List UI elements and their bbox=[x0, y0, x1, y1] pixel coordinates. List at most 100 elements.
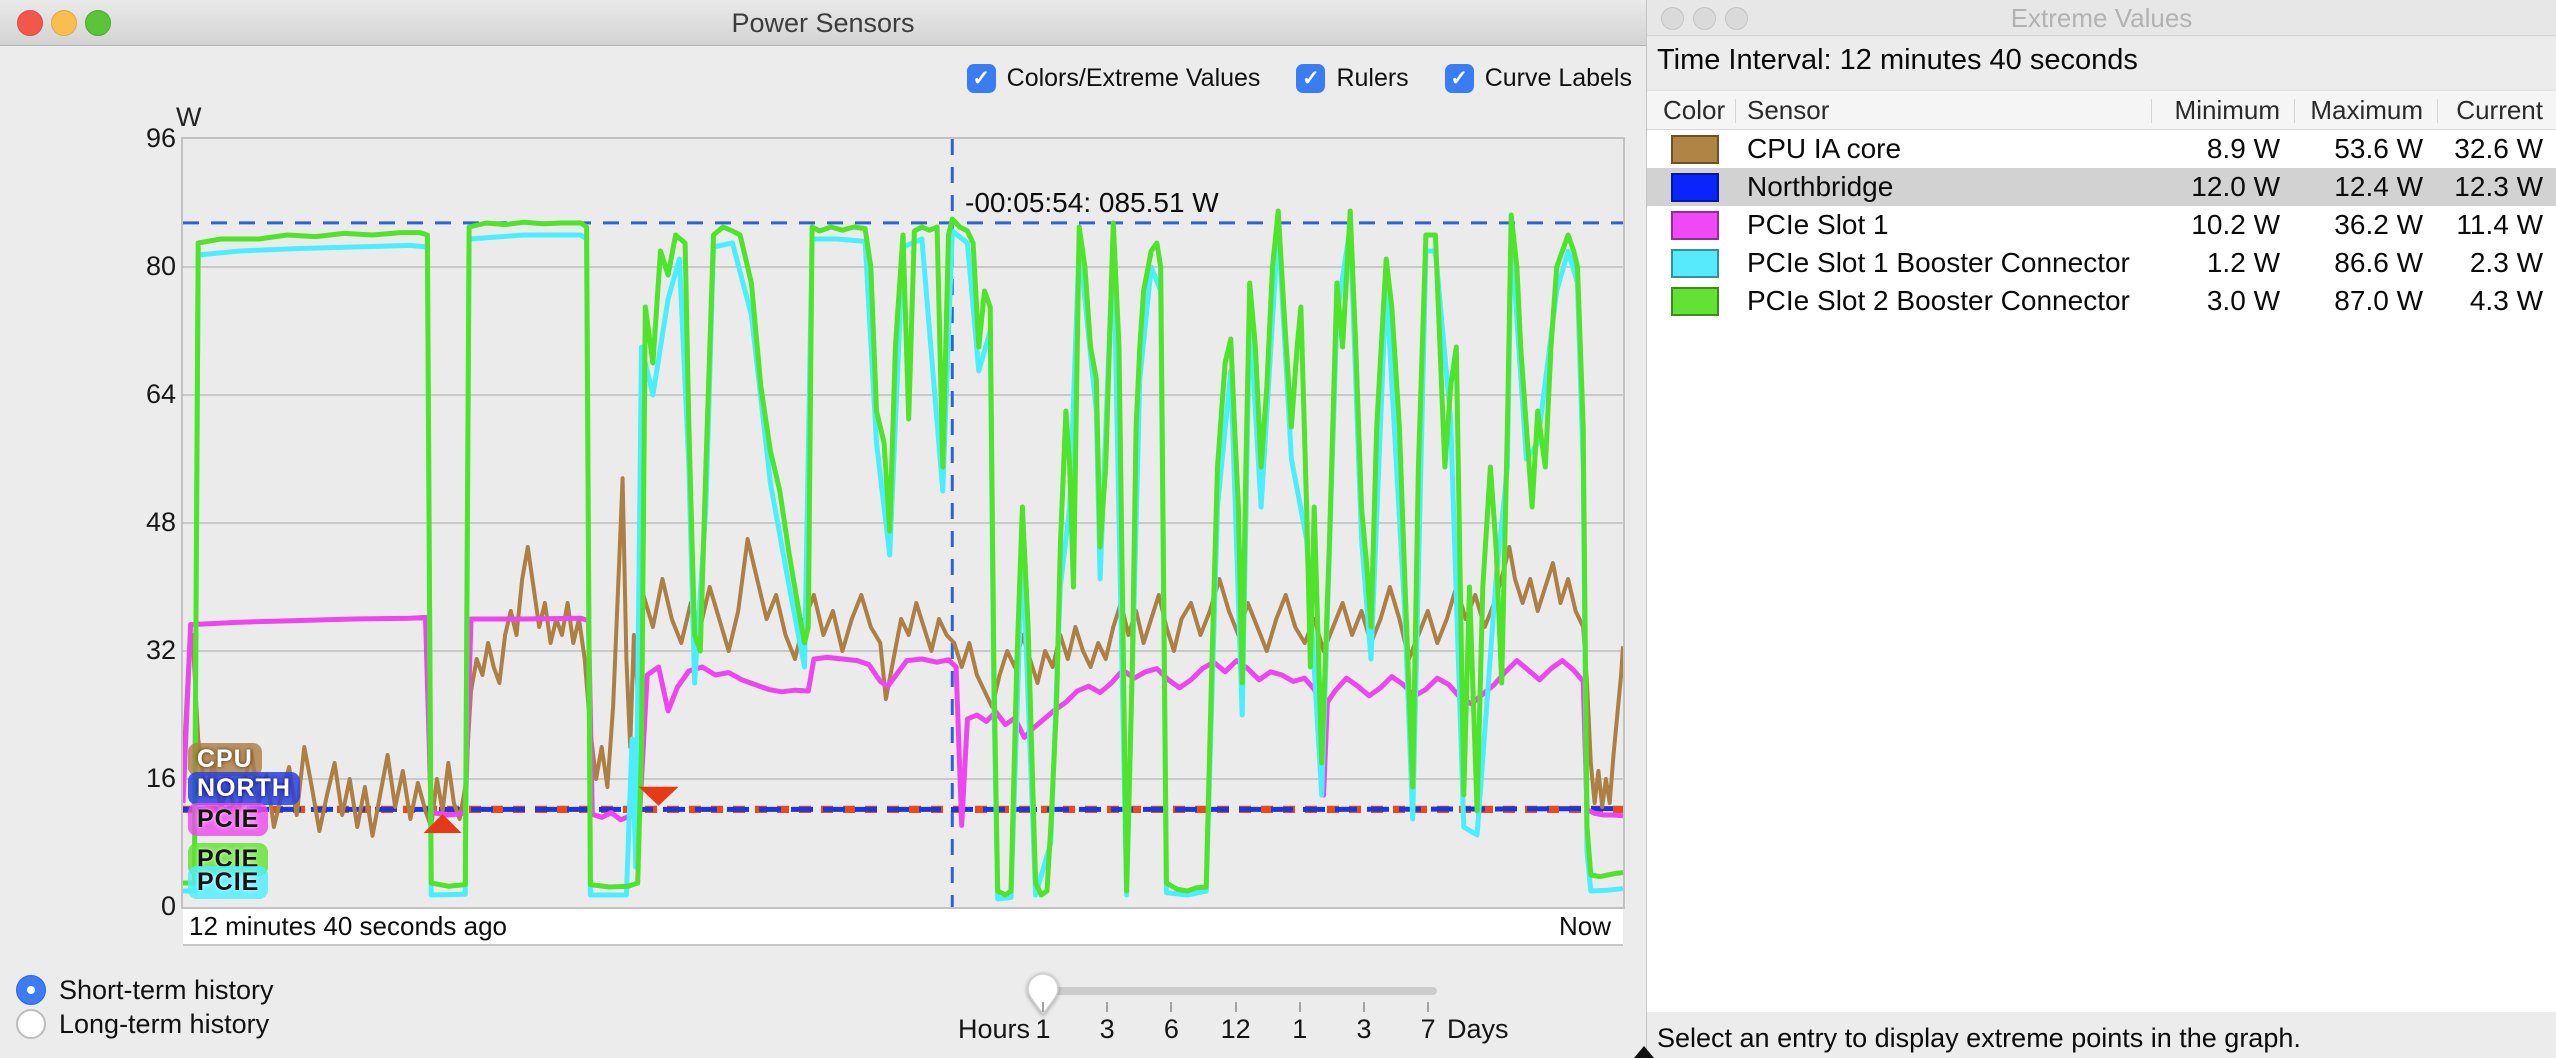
curve-label-badge: PCIE bbox=[188, 803, 269, 837]
slider-tick-label: 1 bbox=[1035, 1014, 1051, 1044]
y-tick-label: 32 bbox=[145, 635, 176, 665]
slider-tick-label: 7 bbox=[1420, 1014, 1436, 1044]
slider-tick-label: 6 bbox=[1163, 1014, 1179, 1044]
maximum-value: 87.0 W bbox=[2334, 285, 2423, 316]
maximum-value: 86.6 W bbox=[2334, 247, 2423, 278]
minimum-value: 1.2 W bbox=[2206, 247, 2280, 278]
slider-tick bbox=[1298, 1002, 1301, 1012]
slider-hours-label: Hours bbox=[957, 1014, 1030, 1044]
radio-label: Long-term history bbox=[59, 1008, 270, 1039]
radio-long-term-history[interactable]: Long-term history bbox=[16, 1008, 269, 1040]
y-tick-label: 96 bbox=[145, 123, 176, 153]
y-tick-label: 64 bbox=[145, 379, 176, 409]
slider-tick-label: 1 bbox=[1292, 1014, 1308, 1044]
close-button[interactable] bbox=[1661, 7, 1684, 30]
table-body-background bbox=[1647, 130, 2556, 1012]
column-header-color[interactable]: Color bbox=[1663, 94, 1726, 125]
x-axis-right-label: Now bbox=[1558, 911, 1611, 941]
table-row-northbridge[interactable]: Northbridge 12.0 W 12.4 W 12.3 W bbox=[1647, 168, 2556, 206]
maximum-value: 53.6 W bbox=[2334, 133, 2423, 164]
history-length-slider-knob[interactable] bbox=[1025, 971, 1061, 1017]
chart-plot[interactable]: CPU NORTH PCIE PCIE PCIE -00:05:54: 085.51 W bbox=[181, 137, 1625, 909]
column-separator bbox=[2437, 99, 2438, 123]
slider-tick bbox=[1234, 1002, 1237, 1012]
checkbox-row: ✓ Colors/Extreme Values ✓ Rulers ✓ Curve Labe… bbox=[966, 61, 1632, 95]
slider-tick-label: 3 bbox=[1356, 1014, 1372, 1044]
minimize-button[interactable] bbox=[1693, 7, 1716, 30]
checkbox-label: Rulers bbox=[1336, 63, 1409, 92]
current-value: 11.4 W bbox=[2456, 209, 2543, 240]
slider-tick bbox=[1170, 1002, 1173, 1012]
table-row-pcie-slot-2-booster-connector[interactable]: PCIe Slot 2 Booster Connector 3.0 W 87.0 W… bbox=[1647, 282, 2556, 320]
column-separator bbox=[2151, 99, 2152, 123]
extreme-values-window: Extreme Values Time Interval: 12 minutes… bbox=[1646, 0, 2556, 1058]
radio-button-icon[interactable] bbox=[16, 1009, 46, 1039]
curve-label-badge: CPU bbox=[188, 742, 262, 776]
curve-northbridge bbox=[183, 806, 1623, 812]
column-header-maximum[interactable]: Maximum bbox=[2310, 94, 2423, 125]
slider-tick bbox=[1042, 1002, 1044, 1012]
chart-canvas[interactable] bbox=[183, 139, 1623, 907]
sensor-name: CPU IA core bbox=[1747, 133, 1902, 164]
sensor-name: PCIe Slot 2 Booster Connector bbox=[1747, 285, 2130, 316]
sensor-color-swatch bbox=[1671, 248, 1719, 278]
current-value: 32.6 W bbox=[2454, 133, 2543, 164]
slider-days-label: Days bbox=[1447, 1014, 1509, 1044]
checkbox-rulers[interactable]: ✓ Rulers bbox=[1296, 63, 1409, 93]
ruler-annotation: -00:05:54: 085.51 W bbox=[965, 187, 1219, 218]
slider-tick-label: 3 bbox=[1099, 1014, 1115, 1044]
slider-tick bbox=[1106, 1002, 1109, 1012]
zoom-button[interactable] bbox=[1725, 7, 1748, 30]
minimum-value: 8.9 W bbox=[2206, 133, 2280, 164]
close-button[interactable] bbox=[17, 10, 43, 36]
slider-tick bbox=[1363, 1002, 1365, 1012]
column-separator bbox=[1735, 99, 1736, 123]
checkbox-icon[interactable]: ✓ bbox=[966, 63, 996, 93]
column-header-minimum[interactable]: Minimum bbox=[2174, 94, 2280, 125]
table-row-cpu-ia-core[interactable]: CPU IA core 8.9 W 53.6 W 32.6 W bbox=[1647, 130, 2556, 168]
radio-short-term-history[interactable]: Short-term history bbox=[16, 974, 274, 1006]
titlebar: Power Sensors bbox=[0, 0, 1646, 46]
checkbox-icon[interactable]: ✓ bbox=[1296, 63, 1326, 93]
table-row-pcie-slot-1[interactable]: PCIe Slot 1 10.2 W 36.2 W 11.4 W bbox=[1647, 206, 2556, 244]
zoom-button[interactable] bbox=[85, 10, 111, 36]
y-tick-label: 0 bbox=[160, 891, 176, 921]
extreme-min-marker bbox=[423, 814, 462, 833]
table-header: Color Sensor Minimum Maximum Current bbox=[1647, 90, 2556, 130]
minimum-value: 12.0 W bbox=[2191, 171, 2280, 202]
minimize-button[interactable] bbox=[51, 10, 77, 36]
y-axis-unit-label: W bbox=[176, 102, 202, 132]
slider-knob-shape bbox=[1027, 973, 1059, 1016]
current-value: 4.3 W bbox=[2469, 285, 2543, 316]
radio-button-icon[interactable] bbox=[16, 975, 46, 1005]
slider-tick bbox=[1427, 1002, 1430, 1012]
checkbox-curve-labels[interactable]: ✓ Curve Labels bbox=[1444, 63, 1632, 93]
checkbox-label: Curve Labels bbox=[1484, 63, 1632, 92]
checkbox-colors-extreme-values[interactable]: ✓ Colors/Extreme Values bbox=[966, 63, 1261, 93]
x-axis-left-label: 12 minutes 40 seconds ago bbox=[189, 911, 507, 941]
current-value: 12.3 W bbox=[2454, 171, 2543, 202]
radio-label: Short-term history bbox=[59, 974, 274, 1005]
sensor-color-swatch bbox=[1671, 286, 1719, 316]
extreme-max-marker bbox=[638, 786, 679, 806]
footer-hint: Select an entry to display extreme point… bbox=[1657, 1023, 2301, 1053]
window-title: Power Sensors bbox=[731, 8, 915, 38]
y-tick-label: 48 bbox=[145, 507, 176, 537]
curve-label-badge: NORTH bbox=[188, 772, 300, 806]
column-separator bbox=[2294, 99, 2295, 123]
minimum-value: 10.2 W bbox=[2191, 209, 2280, 240]
checkbox-label: Colors/Extreme Values bbox=[1006, 63, 1261, 92]
maximum-value: 12.4 W bbox=[2334, 171, 2423, 202]
x-axis: 12 minutes 40 seconds ago Now bbox=[183, 909, 1623, 946]
slider-tick-label: 12 bbox=[1220, 1014, 1251, 1044]
column-header-sensor[interactable]: Sensor bbox=[1747, 94, 1830, 125]
history-length-slider-track[interactable] bbox=[1035, 987, 1437, 995]
titlebar: Extreme Values bbox=[1647, 0, 2556, 36]
checkbox-icon[interactable]: ✓ bbox=[1444, 63, 1474, 93]
table-row-pcie-slot-1-booster-connector[interactable]: PCIe Slot 1 Booster Connector 1.2 W 86.6 W… bbox=[1647, 244, 2556, 282]
column-header-current[interactable]: Current bbox=[2456, 94, 2543, 125]
sensor-color-swatch bbox=[1671, 134, 1719, 164]
window-title: Extreme Values bbox=[2010, 3, 2193, 33]
maximum-value: 36.2 W bbox=[2334, 209, 2423, 240]
